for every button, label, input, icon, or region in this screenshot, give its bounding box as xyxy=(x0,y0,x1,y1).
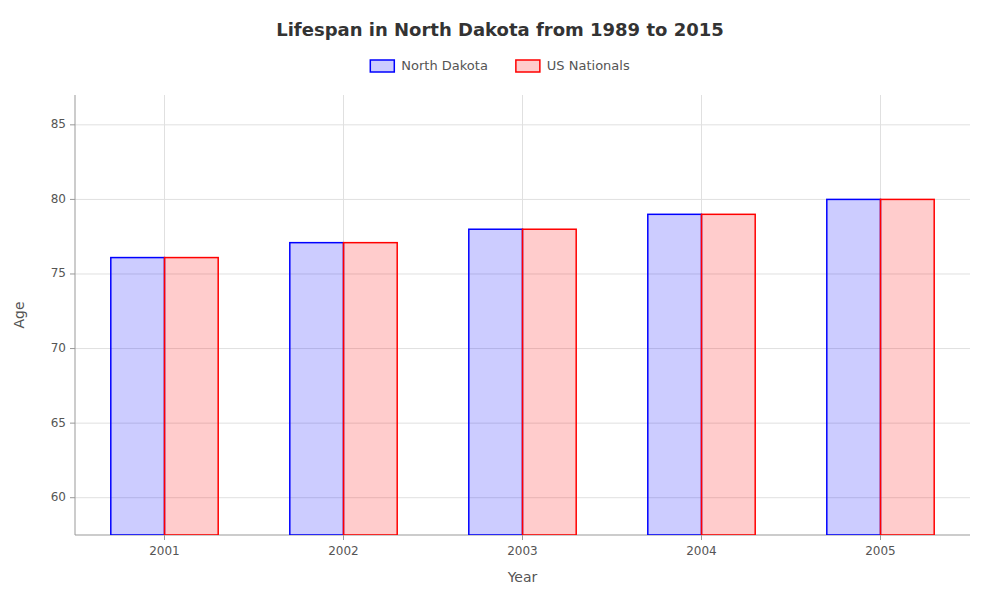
x-tick xyxy=(701,535,702,540)
y-tick xyxy=(70,273,75,274)
x-tick-label: 2004 xyxy=(686,544,717,558)
bar xyxy=(165,258,219,535)
bar xyxy=(344,243,398,535)
x-tick xyxy=(522,535,523,540)
y-tick xyxy=(70,497,75,498)
y-tick xyxy=(70,348,75,349)
bar xyxy=(469,229,523,535)
legend-item: US Nationals xyxy=(516,58,630,73)
page: {"chart_data": {"type": "bar", "title": … xyxy=(0,0,1000,600)
x-tick-label: 2001 xyxy=(149,544,180,558)
axes: 60 65 70 75 80 85 2001 2002 2003 2004 2005 xyxy=(51,95,970,558)
x-axis-label: Year xyxy=(507,569,538,585)
y-axis-line xyxy=(75,95,76,535)
y-tick-label: 60 xyxy=(51,490,66,504)
x-tick xyxy=(164,535,165,540)
y-tick-label: 65 xyxy=(51,416,66,430)
y-axis-label: Age xyxy=(11,301,27,328)
y-tick xyxy=(70,124,75,125)
legend-swatch xyxy=(370,60,394,72)
legend-label: US Nationals xyxy=(547,58,630,73)
title: Lifespan in North Dakota from 1989 to 20… xyxy=(276,19,724,40)
legend-label: North Dakota xyxy=(401,58,488,73)
x-tick-label: 2002 xyxy=(328,544,359,558)
x-tick-label: 2005 xyxy=(865,544,896,558)
legend-swatch xyxy=(516,60,540,72)
bars xyxy=(111,199,934,535)
y-tick-label: 70 xyxy=(51,341,66,355)
bar xyxy=(111,258,165,535)
x-tick xyxy=(880,535,881,540)
bar xyxy=(648,214,702,535)
chart-svg: 60 65 70 75 80 85 2001 2002 2003 2004 2005 Lifespan… xyxy=(0,0,1000,600)
bar xyxy=(702,214,756,535)
y-tick-label: 80 xyxy=(51,192,66,206)
y-tick-label: 85 xyxy=(51,117,66,131)
chart-container: 60 65 70 75 80 85 2001 2002 2003 2004 2005 Lifespan… xyxy=(0,0,1000,600)
legend-item: North Dakota xyxy=(370,58,488,73)
legend: North Dakota US Nationals xyxy=(370,58,630,73)
y-tick xyxy=(70,423,75,424)
x-tick-label: 2003 xyxy=(507,544,538,558)
y-tick-label: 75 xyxy=(51,266,66,280)
grid xyxy=(75,95,970,535)
x-tick xyxy=(343,535,344,540)
bar xyxy=(881,199,935,535)
bar xyxy=(290,243,344,535)
bar xyxy=(523,229,577,535)
bar xyxy=(827,199,881,535)
y-tick xyxy=(70,199,75,200)
